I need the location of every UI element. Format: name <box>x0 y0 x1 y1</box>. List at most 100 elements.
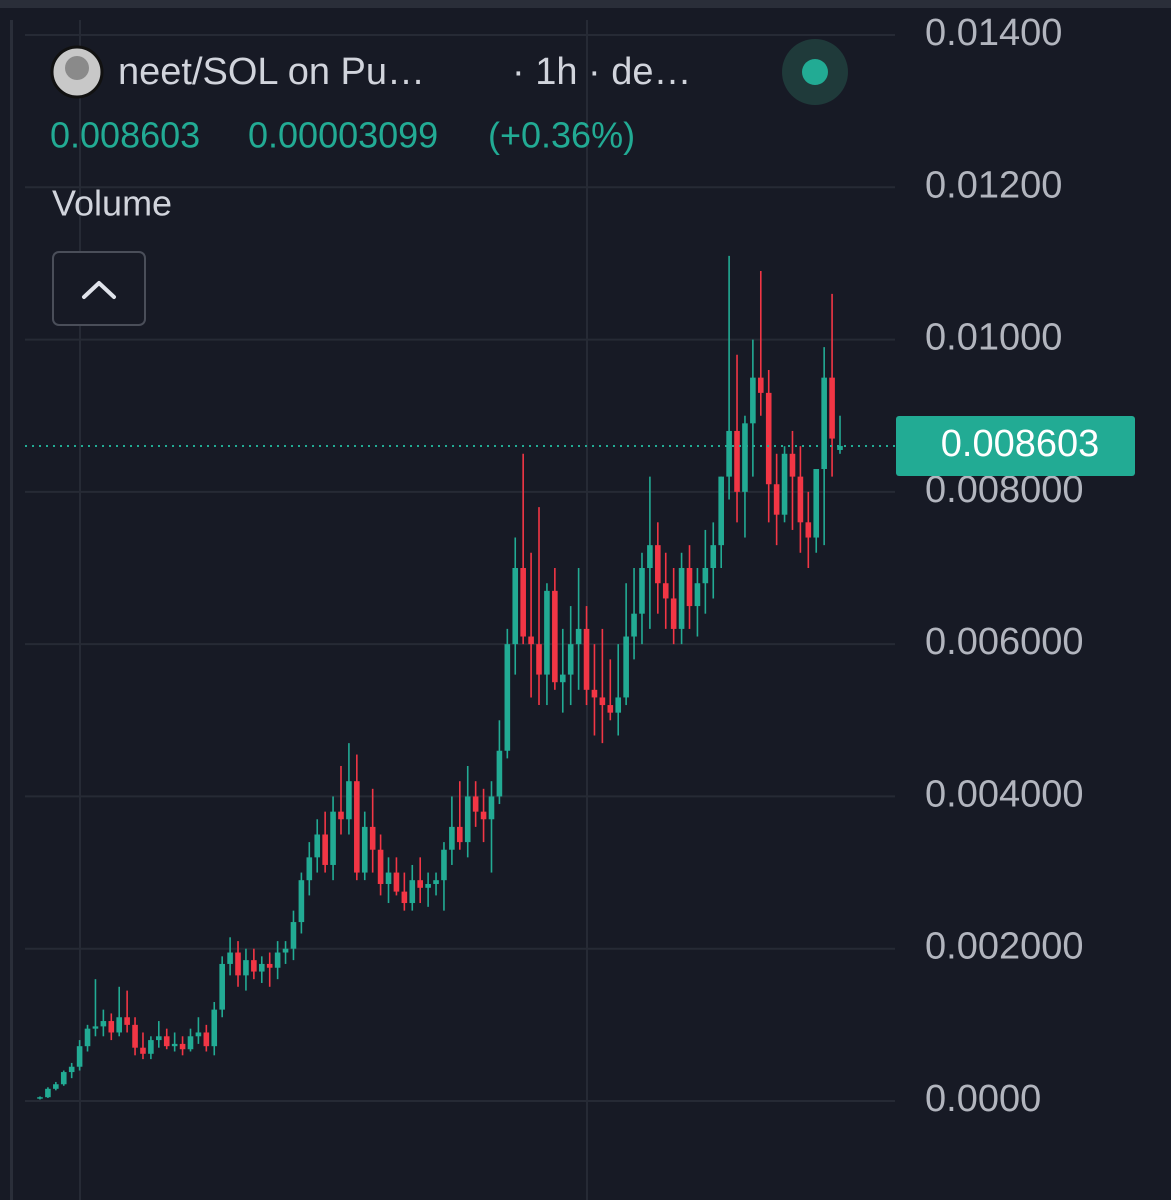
y-tick-label: 0.01400 <box>925 12 1062 54</box>
candle-body <box>694 583 701 607</box>
change: 0.00003099 <box>248 115 438 156</box>
candle-body <box>330 811 336 865</box>
candle-body <box>171 1043 178 1047</box>
y-tick-label: 0.006000 <box>925 621 1084 663</box>
candle-body <box>575 628 582 645</box>
candle-body <box>195 1032 202 1037</box>
candle-body <box>750 377 756 424</box>
candle-body <box>441 849 447 881</box>
candle-body <box>472 796 479 812</box>
candle-body <box>607 705 614 713</box>
candle-body <box>266 963 273 968</box>
candle-body <box>108 1021 115 1033</box>
last-price-label: 0.008603 <box>941 423 1100 465</box>
symbol-icon-face <box>65 56 89 80</box>
candle-body <box>670 598 677 629</box>
candle-body <box>757 377 764 393</box>
candle-body <box>92 1026 99 1029</box>
candle-body <box>84 1028 91 1047</box>
candle-body <box>813 469 820 538</box>
last-price: 0.008603 <box>50 115 200 156</box>
candle-body <box>425 883 431 888</box>
candle-body <box>148 1040 154 1054</box>
candle-body <box>449 826 455 850</box>
candle-body <box>464 796 471 843</box>
candle-body <box>710 545 717 568</box>
top-border <box>0 0 1171 8</box>
candle-body <box>520 568 526 637</box>
candle-body <box>211 1009 218 1047</box>
candle-body <box>298 880 305 923</box>
symbol: neet/SOL on Pu… <box>118 51 425 93</box>
candle-body <box>338 811 344 820</box>
candle-body <box>742 423 748 492</box>
y-tick-label: 0.0000 <box>925 1078 1041 1120</box>
candle-body <box>243 960 249 976</box>
candle-body <box>488 796 495 820</box>
candle-body <box>433 880 439 884</box>
candle-body <box>662 583 669 599</box>
last-price-tag <box>896 415 1135 476</box>
candle-body <box>393 872 400 892</box>
candle-body <box>536 644 542 675</box>
candle-body <box>409 880 416 904</box>
candle-body <box>116 1017 123 1033</box>
candle-body <box>401 891 408 904</box>
candle-body <box>282 948 289 953</box>
candle-body <box>100 1021 107 1027</box>
candle-body <box>583 628 590 690</box>
candle-body <box>68 1066 75 1073</box>
y-tick-label: 0.002000 <box>925 926 1084 968</box>
candle-body <box>678 568 685 629</box>
candle-body <box>251 960 257 972</box>
candle-body <box>496 750 503 797</box>
candle-body <box>631 613 637 637</box>
grid <box>25 34 895 1102</box>
candle-body <box>821 377 827 470</box>
candle-body <box>45 1088 51 1098</box>
candle-body <box>203 1032 210 1047</box>
candle-body <box>457 826 463 843</box>
collapse-button[interactable] <box>52 251 146 326</box>
candle-body <box>591 689 598 698</box>
candle-body <box>789 453 796 477</box>
candle-body <box>258 963 265 972</box>
candle-body <box>322 834 328 865</box>
candle-body <box>623 636 629 698</box>
candle-body <box>655 545 661 584</box>
candle-body <box>639 568 645 614</box>
candle-body <box>504 644 511 751</box>
candle-body <box>773 484 780 515</box>
candle-body <box>290 922 297 949</box>
candle-body <box>60 1072 67 1085</box>
overlay: 0.00000.0020000.0040000.0060000.0080000.… <box>25 12 1135 1120</box>
candle-body <box>647 545 653 568</box>
candle-body <box>377 849 384 884</box>
candle-body <box>385 872 392 884</box>
candle-body <box>805 522 812 538</box>
candle-body <box>417 880 423 888</box>
candle-body <box>718 476 724 546</box>
candle-body <box>781 453 788 515</box>
candle-body <box>76 1046 83 1067</box>
candle-body <box>797 476 804 523</box>
candle-body <box>512 568 519 645</box>
candle-body <box>354 781 360 873</box>
candle-body <box>837 445 843 450</box>
y-tick-label: 0.01200 <box>925 164 1062 206</box>
candle-body <box>552 590 558 683</box>
candle-body <box>179 1043 186 1050</box>
candle-body <box>124 1017 130 1025</box>
y-tick-label: 0.004000 <box>925 773 1084 815</box>
candle-body <box>726 430 732 477</box>
candle-body <box>306 857 313 881</box>
candle-body <box>156 1036 162 1041</box>
candle-body <box>227 952 233 964</box>
candle-body <box>274 952 281 968</box>
left-border <box>10 20 13 1200</box>
candle-body <box>528 636 534 645</box>
candle-body <box>480 811 487 820</box>
candle-body <box>140 1047 146 1054</box>
